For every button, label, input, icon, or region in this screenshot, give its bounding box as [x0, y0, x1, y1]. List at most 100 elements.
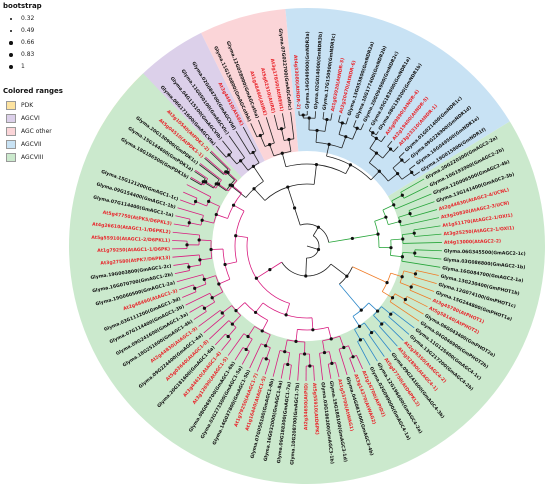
bootstrap-node	[252, 187, 256, 191]
tree-branch	[403, 270, 416, 275]
bootstrap-legend-title: bootstrap	[3, 2, 42, 10]
range-legend-label: AGCVIII	[21, 154, 44, 161]
tree-branch	[193, 311, 207, 320]
tree-branch	[273, 114, 279, 130]
bootstrap-node	[279, 127, 284, 131]
tree-branch	[285, 303, 290, 316]
bootstrap-node	[251, 164, 256, 168]
bootstrap-node	[187, 265, 191, 269]
bootstrap-node	[246, 334, 250, 339]
bootstrap-node	[392, 203, 396, 207]
tree-branch	[352, 266, 388, 283]
tree-branch	[295, 329, 298, 342]
bootstrap-node	[400, 255, 404, 259]
leaf-label: At4g13000(AtAGC2-2)	[444, 238, 501, 246]
tree-branch	[172, 240, 188, 242]
tree-branch	[174, 270, 190, 275]
tree-branch	[313, 164, 317, 185]
tree-branch	[205, 156, 227, 176]
tree-branch	[322, 112, 325, 120]
leaf-label: At5g55910(AtD6PK)	[311, 383, 320, 435]
leaf-label: At3g27580(AtPK7/D6PK13)	[100, 255, 171, 267]
bootstrap-node	[202, 306, 207, 310]
tree-branch	[341, 136, 347, 149]
range-swatch-icon	[6, 140, 16, 149]
tree-branch	[305, 257, 307, 276]
tree-branch	[315, 130, 318, 143]
bootstrap-node	[226, 334, 230, 339]
tree-branch	[249, 343, 262, 369]
bootstrap-node	[207, 199, 211, 203]
leaf-label: Glyma.06G345500(GmAGC2-1c)	[444, 248, 526, 257]
tree-branch	[190, 176, 204, 186]
tree-branch	[391, 194, 403, 202]
tree-branch	[281, 113, 286, 129]
bootstrap-node	[226, 170, 230, 174]
bootstrap-nodes	[185, 113, 418, 368]
tree-branch	[388, 316, 410, 335]
tree-branch	[265, 334, 271, 346]
tree-branch	[381, 306, 392, 315]
tree-branch	[390, 272, 403, 278]
range-band	[141, 32, 265, 178]
bootstrap-node	[258, 133, 262, 138]
tree-branch	[199, 257, 212, 261]
bootstrap-node	[292, 206, 297, 210]
tree-branch	[205, 181, 217, 189]
tree-branch	[288, 139, 292, 152]
range-legend-label: PDK	[21, 102, 34, 109]
tree-branch	[374, 216, 387, 222]
bootstrap-node	[244, 347, 248, 352]
tree-branch	[356, 355, 364, 370]
tree-branch	[394, 293, 406, 300]
tree-branch	[227, 333, 245, 356]
tree-branch	[324, 119, 328, 132]
tree-branch	[373, 315, 383, 325]
tree-branch	[414, 256, 442, 260]
tree-branch	[189, 304, 203, 313]
tree-branch	[408, 201, 435, 211]
tree-branch	[373, 330, 392, 352]
tree-branch	[290, 111, 295, 139]
bootstrap-node	[316, 247, 321, 252]
tree-branch	[392, 159, 403, 169]
bootstrap-node	[396, 171, 400, 176]
leaf-label: Glyma.10G208700(GmAGC1-7b)	[289, 383, 301, 466]
tree-branch	[284, 339, 288, 352]
tree-branch	[360, 123, 365, 131]
bootstrap-node	[403, 297, 407, 302]
leaf-label: Glyma.14G049900(GmNDR3a)	[305, 31, 311, 109]
tree-branch	[348, 345, 354, 357]
tree-branch	[380, 135, 386, 142]
bootstrap-node	[284, 313, 288, 317]
tree-branch	[338, 122, 343, 135]
tree-branch	[173, 223, 189, 227]
tree-branch	[269, 144, 275, 157]
tree-branch	[400, 178, 425, 193]
tree-branch	[215, 145, 227, 158]
tree-branch	[328, 238, 353, 243]
tree-branch	[389, 301, 420, 322]
bootstrap-node	[304, 274, 308, 278]
tree-branch	[368, 127, 372, 131]
bootstrap-node	[357, 324, 362, 328]
bootstrap-node	[390, 296, 395, 300]
bootstrap-node	[351, 355, 355, 359]
tree-branch	[194, 283, 207, 289]
bootstrap-node	[239, 159, 243, 163]
tree-branch	[211, 291, 223, 299]
tree-branch	[326, 144, 330, 157]
tree-branch	[218, 183, 229, 192]
tree-branch	[402, 232, 415, 236]
bootstrap-node	[377, 169, 381, 173]
tree-branch	[232, 315, 241, 325]
tree-branch	[368, 302, 378, 312]
tree-branch	[393, 146, 399, 152]
bootstrap-node	[286, 185, 290, 189]
tree-branch	[353, 120, 357, 127]
bootstrap-node	[294, 339, 298, 343]
tree-branch	[256, 357, 264, 372]
bootstrap-node	[193, 286, 197, 290]
tree-branch	[327, 364, 332, 379]
tree-branch	[398, 152, 405, 158]
